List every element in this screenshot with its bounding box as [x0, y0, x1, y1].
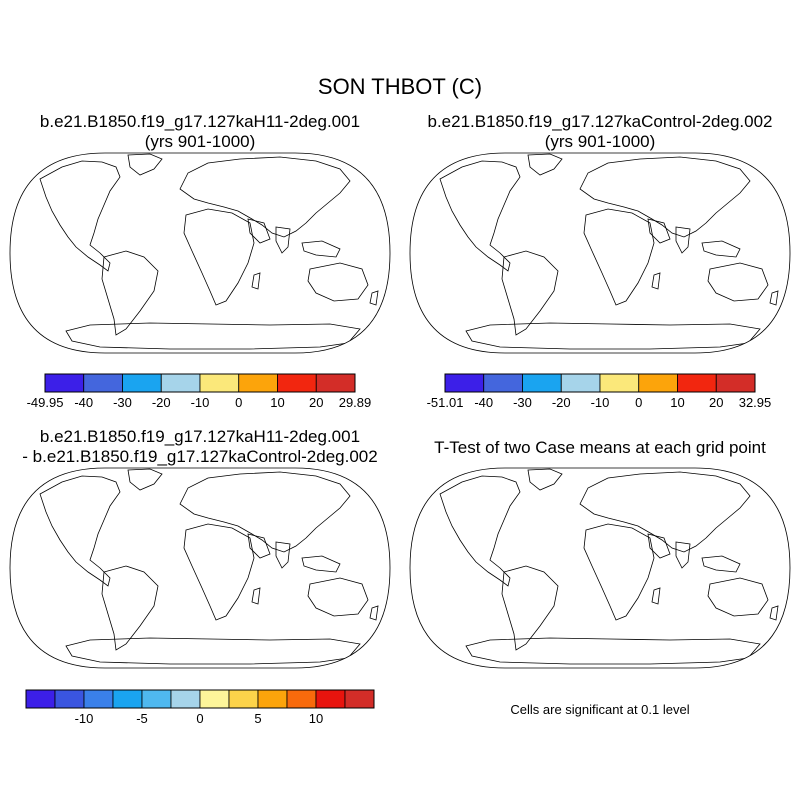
colorbar-swatch	[199, 373, 240, 393]
map-panel-2	[409, 152, 791, 354]
panel-2-title-line2: (yrs 901-1000)	[544, 132, 656, 151]
colorbar-tick-label: 0	[235, 395, 242, 410]
colorbar-swatch	[112, 689, 143, 709]
colorbar-swatch	[228, 689, 259, 709]
panel-3-title: b.e21.B1850.f19_g17.127kaH11-2deg.001 - …	[0, 427, 400, 467]
colorbar-swatch	[277, 373, 317, 393]
colorbar-tick-label: -40	[474, 395, 493, 410]
colorbar-swatch	[483, 373, 523, 393]
colorbar-tick-label: -30	[513, 395, 532, 410]
colorbar-swatch	[715, 373, 756, 393]
colorbar-swatch	[160, 373, 201, 393]
colorbar-swatch	[344, 689, 375, 709]
colorbar-tick-label: -10	[75, 711, 94, 726]
colorbar-tick-label: -20	[152, 395, 171, 410]
colorbar-swatch	[560, 373, 601, 393]
panel-4-title-line1: T-Test of two Case means at each grid po…	[434, 438, 766, 457]
colorbar-tick-label: 10	[309, 711, 323, 726]
colorbar-tick-label: -10	[591, 395, 610, 410]
colorbar-swatch	[599, 373, 640, 393]
map-panel-3	[9, 467, 391, 669]
colorbar-swatch	[141, 689, 172, 709]
map-border	[409, 467, 791, 669]
colorbar-1: -49.95 -40 -30 -20 -10 0 10 20 29.89	[27, 373, 372, 410]
colorbar-tick-label: -10	[191, 395, 210, 410]
colorbar-swatch	[25, 689, 56, 709]
colorbar-tick-label: 20	[309, 395, 323, 410]
map-border	[9, 467, 391, 669]
colorbar-tick-label: 0	[635, 395, 642, 410]
colorbar-swatch	[83, 373, 123, 393]
colorbar-swatch	[522, 373, 562, 393]
colorbar-swatch	[238, 373, 278, 393]
panel-2-title: b.e21.B1850.f19_g17.127kaControl-2deg.00…	[400, 112, 800, 152]
colorbar-tick-label: -20	[552, 395, 571, 410]
colorbar-swatch	[170, 689, 201, 709]
colorbar-swatch	[257, 689, 288, 709]
panel-3-title-line1: b.e21.B1850.f19_g17.127kaH11-2deg.001	[39, 427, 361, 446]
colorbar-tick-label: 32.95	[739, 395, 772, 410]
colorbar-tick-label: 29.89	[339, 395, 372, 410]
colorbar-tick-label: 5	[254, 711, 261, 726]
panel-3-title-line2: - b.e21.B1850.f19_g17.127kaControl-2deg.…	[22, 447, 378, 466]
colorbar-swatch	[83, 689, 114, 709]
colorbar-swatch	[122, 373, 162, 393]
map-panel-4	[409, 467, 791, 669]
significance-note: Cells are significant at 0.1 level	[510, 702, 690, 717]
colorbar-swatch	[638, 373, 678, 393]
colorbar-tick-label: 0	[196, 711, 203, 726]
colorbar-swatch	[444, 373, 485, 393]
figure-title: SON THBOT (C)	[317, 74, 483, 99]
map-background	[10, 468, 390, 668]
colorbar-tick-label: 10	[670, 395, 684, 410]
colorbar-tick-label: -40	[74, 395, 93, 410]
map-border	[9, 152, 391, 354]
colorbar-tick-label: -30	[113, 395, 132, 410]
panel-1-title-line1: b.e21.B1850.f19_g17.127kaH11-2deg.001	[39, 112, 361, 131]
panel-1-title: b.e21.B1850.f19_g17.127kaH11-2deg.001 (y…	[0, 112, 400, 152]
map-background	[10, 153, 390, 353]
colorbar-tick-label: 10	[270, 395, 284, 410]
colorbar-tick-label: 20	[709, 395, 723, 410]
panel-1-title-line2: (yrs 901-1000)	[144, 132, 256, 151]
colorbar-tick-label: -49.95	[27, 395, 64, 410]
map-background	[410, 153, 790, 353]
colorbar-swatch	[54, 689, 85, 709]
colorbar-swatch	[286, 689, 317, 709]
map-background	[410, 468, 790, 668]
colorbar-tick-label: -51.01	[427, 395, 464, 410]
panel-2-title-line1: b.e21.B1850.f19_g17.127kaControl-2deg.00…	[427, 112, 773, 131]
colorbar-3: -10 -5 0 5 10	[25, 689, 375, 726]
colorbar-swatch	[315, 373, 356, 393]
panel-4-title: T-Test of two Case means at each grid po…	[400, 438, 800, 458]
colorbar-swatch	[44, 373, 85, 393]
map-border	[409, 152, 791, 354]
colorbar-tick-label: -5	[136, 711, 148, 726]
colorbar-swatch	[199, 689, 230, 709]
map-panel-1	[9, 152, 391, 354]
colorbar-2: -51.01 -40 -30 -20 -10 0 10 20 32.95	[427, 373, 772, 410]
colorbar-swatch	[315, 689, 346, 709]
colorbar-swatch	[677, 373, 717, 393]
